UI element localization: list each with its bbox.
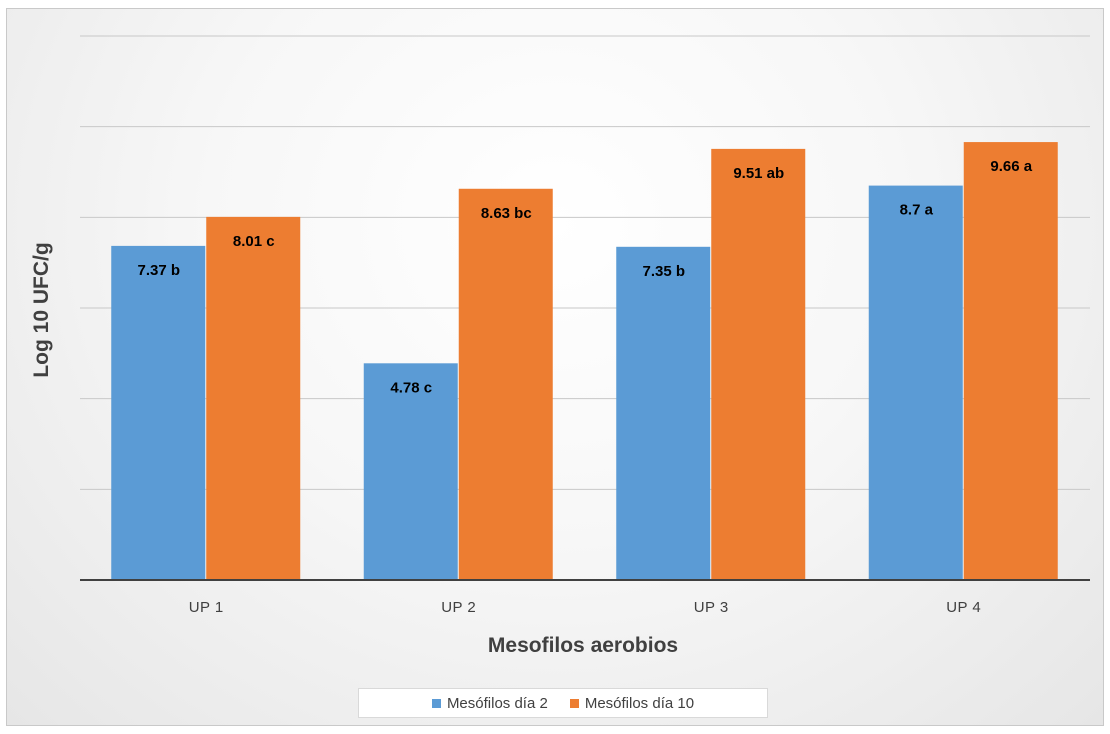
data-label: 8.7 a [900,202,934,219]
x-tick-label: UP 2 [441,599,476,616]
legend-label-series-1: Mesófilos día 2 [446,694,548,712]
x-tick-label: UP 1 [189,599,224,616]
data-label: 7.35 b [642,263,685,280]
data-label: 8.63 bc [481,205,532,222]
bar-series-1-up-4 [868,185,963,580]
data-label: 9.51 ab [733,165,784,182]
x-tick-label: UP 4 [946,599,981,616]
x-axis-title: Mesofilos aerobios [488,634,678,657]
legend-swatch-series-2 [569,698,579,708]
legend-item-series-1: Mesófilos día 2 [431,694,548,712]
bar-series-2-up-4 [963,142,1058,580]
bars [111,142,1058,581]
x-tick-label: UP 3 [694,599,729,616]
data-label: 7.37 b [137,262,180,279]
legend-label-series-2: Mesófilos día 10 [584,694,695,712]
bar-series-1-up-1 [111,245,206,581]
x-tick-labels: UP 1 UP 2 UP 3 UP 4 [189,599,981,616]
bar-series-2-up-1 [206,216,301,580]
data-labels: 7.37 b 8.01 c 4.78 c 8.63 bc 7.35 b 9.51 ab 8.… [137,158,1032,396]
y-axis-title: Log 10 UFC/g [30,242,53,377]
bar-series-1-up-3 [616,246,711,581]
legend-item-series-2: Mesófilos día 10 [569,694,695,712]
legend-swatch-series-1 [431,698,441,708]
bar-series-2-up-2 [458,188,553,581]
data-label: 9.66 a [990,158,1032,175]
data-label: 8.01 c [233,233,275,250]
legend: Mesófilos día 2 Mesófilos día 10 [358,688,768,718]
bar-series-1-up-2 [363,363,458,580]
data-label: 4.78 c [390,379,432,396]
bar-series-2-up-3 [711,148,806,580]
